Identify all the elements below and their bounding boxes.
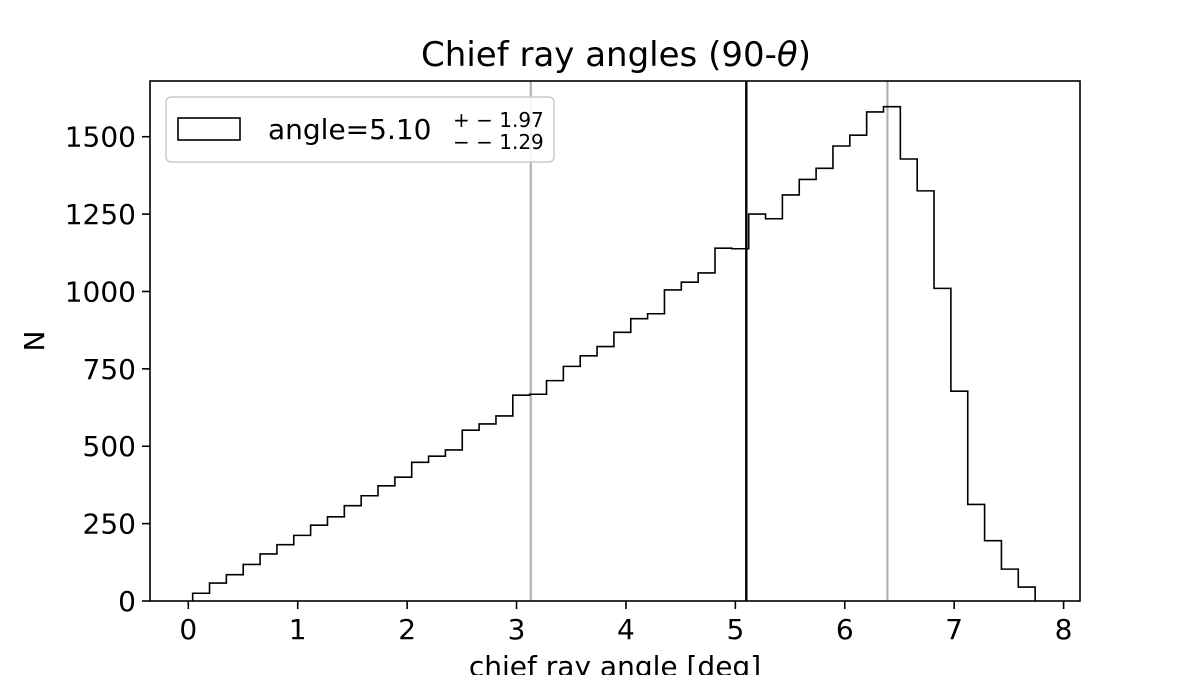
legend-frame [165,96,555,163]
reference-lines [529,81,889,601]
y-tick-label: 1500 [65,121,136,154]
x-tick-label: 4 [617,613,635,646]
x-tick-label: 1 [289,613,307,646]
x-tick-label: 0 [179,613,197,646]
legend-superscript: + − 1.97 [453,108,544,132]
legend-label: angle=5.10 [268,113,432,146]
title-theta-symbol: θ [777,35,798,75]
legend-swatch [177,117,241,141]
x-axis-ticks: 0 1 2 3 4 5 6 7 8 [179,601,1073,646]
y-tick-label: 750 [83,353,136,386]
x-tick-label: 2 [398,613,416,646]
chart-title: Chief ray angles (90-θ) [421,35,811,75]
legend-subscript: − − 1.29 [453,130,544,154]
x-tick-label: 5 [726,613,744,646]
y-tick-label: 1000 [65,275,136,308]
x-tick-label: 8 [1055,613,1073,646]
x-tick-label: 7 [945,613,963,646]
legend: angle=5.10 + − 1.97 − − 1.29 [165,96,555,163]
y-axis-ticks: 0 250 500 750 1000 1250 1500 [65,121,150,618]
x-tick-label: 3 [508,613,526,646]
x-tick-label: 6 [836,613,854,646]
y-tick-label: 250 [83,508,136,541]
x-axis-label: chief ray angle [deg] [469,650,761,675]
y-tick-label: 500 [83,430,136,463]
plot-area [149,80,1081,602]
y-axis-label: N [18,331,51,352]
y-tick-label: 1250 [65,198,136,231]
y-tick-label: 0 [118,585,136,618]
histogram-series [191,105,1036,601]
